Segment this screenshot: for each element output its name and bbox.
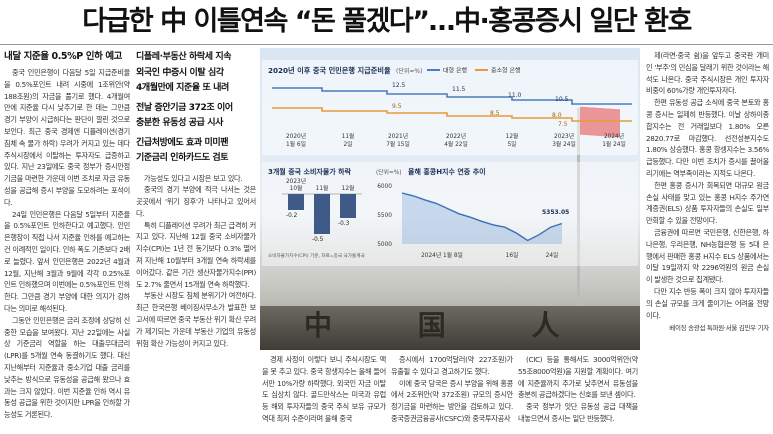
- graph2-svg: 3개월 중국 소비자물가 하락 (단위=%) 2023년 10월 11월 12월…: [268, 167, 569, 259]
- y-tick: 5000: [377, 242, 392, 248]
- column-1: 내달 지준율 0.5%P 인하 예고 중국 인민은행이 다음달 5일 지급준비율…: [4, 50, 130, 434]
- x-label: 24일: [546, 251, 559, 259]
- graph2-unit: (단위=%): [376, 168, 402, 176]
- paragraph: 중국 인민은행이 다음달 5일 지급준비율을 0.5%포인트 내려 시중에 1조…: [4, 68, 130, 207]
- value-label: 11.5: [452, 86, 466, 93]
- cpi-bar: [314, 194, 330, 234]
- graph1-title: 2020년 이후 중국 인민은행 지급준비율: [268, 66, 391, 75]
- series-large-banks: [272, 87, 632, 105]
- value-label: 8.0: [552, 112, 562, 119]
- building-facade: [260, 306, 640, 350]
- deck: 디플레·부동산 하락세 지속 외국인 中증시 이탈 심각 4개월만에 지준율 또…: [136, 50, 256, 167]
- deck-line: 충분한 유동성 공급 시사: [136, 118, 224, 128]
- headline-rule: [0, 44, 773, 45]
- value-label: 7.5: [558, 121, 568, 128]
- paragraph: (CIC) 등을 통해서도 3000억위안(약 55조8000억원)을 지원할 …: [518, 355, 638, 400]
- value-label: 10.5: [555, 96, 569, 103]
- date-label-year: 2021년: [388, 132, 408, 140]
- date-label-year: 2024년: [604, 132, 624, 140]
- date-label-year: 2022년: [446, 132, 466, 140]
- date-label: 5일: [507, 140, 516, 148]
- paragraph: 경제 사정이 이렇다 보니 주식시장도 맥을 못 추고 있다. 중국 항생지수는…: [262, 355, 386, 423]
- paragraph: 제(라면·중국 쉼)을 앞두고 중국판 개미인 '부추'의 민심을 달래기 위한…: [646, 51, 769, 96]
- column-5: (CIC) 등을 통해서도 3000억위안(약 55조8000억원)을 지원할 …: [518, 354, 638, 434]
- paragraph: 금융권에 따르면 국민은행, 신한은행, 하나은행, 우리은행, NH농협은행 …: [646, 227, 769, 285]
- column-4: 증시에서 1700억달러(약 227조원)가 유출될 수 있다고 경고하기도 했…: [391, 354, 513, 434]
- date-label-year: 11월: [342, 132, 355, 140]
- graph-cpi-and-hscei: 3개월 중국 소비자물가 하락 (단위=%) 2023년 10월 11월 12월…: [262, 162, 638, 266]
- paragraph: 가능성도 있다고 시장은 보고 있다.: [144, 173, 243, 183]
- paragraph: 증시에서 1700억달러(약 227조원)가 유출될 수 있다고 경고하기도 했…: [391, 355, 513, 376]
- y-tick: 6000: [377, 184, 392, 190]
- graph2-source: 소비자물가지수(CPI) 기준, 자료=중국 국가통계국: [268, 252, 365, 259]
- paragraph: 24일 인민은행은 다음달 5일부터 지준율을 0.5%포인트 인하한다고 예고…: [4, 209, 130, 313]
- cpi-bar-label: -0.2: [286, 213, 298, 219]
- paragraph: 한편 홍콩 증시가 회복되면 대규모 원금 손실 사태를 맞고 있는 홍콩 H지…: [646, 180, 769, 226]
- headline: 다급한 中 이틀연속 “돈 풀겠다”…中·홍콩증시 일단 환호: [82, 6, 692, 37]
- graph-reserve-ratio: 2020년 이후 중국 인민은행 지급준비율 (단위=%) 대형 은행 중소형 …: [262, 60, 638, 155]
- deck-line: 긴급처방에도 효과 미미팬: [136, 137, 229, 148]
- graph2-title: 3개월 중국 소비자물가 하락: [268, 167, 352, 176]
- paragraph: 중국의 경기 부양에 적극 나서는 것은 곳곳에서 '위기 징후'가 나타나고 …: [136, 185, 256, 218]
- deck-line: 기준금리 인하카드도 검토: [136, 153, 229, 163]
- deck-line: 디플레·부동산 하락세 지속: [136, 52, 232, 62]
- cpi-category: 2023년: [286, 177, 306, 185]
- x-label: 16일: [506, 251, 519, 259]
- cpi-bar: [288, 194, 304, 210]
- paragraph: 특히 디플레이션 우려가 최근 급격히 커지고 있다. 지난해 12월 중국 소…: [136, 220, 256, 289]
- legend-large: 대형 은행: [443, 67, 467, 75]
- value-label: 9.5: [392, 103, 402, 110]
- paragraph: 다만 지수 반등 폭이 크지 않아 투자자들의 손실 규모를 크게 줄이기는 어…: [646, 286, 769, 320]
- paragraph: 부동산 시장도 침체 분위기가 여전하다. 최근 한국은행 베이징사무소가 발표…: [136, 291, 256, 348]
- x-axis-dates: 2020년 1월 6일 11월 2일 2021년 7월 15일 2022년 4월…: [286, 132, 626, 148]
- value-label: 12.5: [392, 82, 406, 89]
- date-label-year: 2020년: [286, 132, 306, 140]
- date-label: 1월 24일: [602, 140, 626, 148]
- hscei-area: [402, 193, 562, 244]
- y-tick: 5500: [377, 213, 392, 219]
- paragraph: 한편 유동성 공급 소식에 중국 본토와 홍콩 증시는 일제히 반등했다. 이날…: [646, 98, 769, 178]
- deck-line: 전날 증안기금 372조 이어: [136, 102, 233, 113]
- column-2: 디플레·부동산 하락세 지속 외국인 中증시 이탈 심각 4개월만에 지준율 또…: [136, 50, 256, 434]
- cpi-bar: [340, 194, 356, 218]
- bank-sign: 中 国 人 民 银 行: [304, 309, 640, 342]
- value-label: 11.0: [508, 92, 522, 99]
- date-label-year: 2023년: [554, 132, 574, 140]
- hscei-line: [401, 192, 563, 242]
- paragraph: 중국 정부가 잇단 유동성 공급 대책을 내놓으면서 증시는 일단 반등했다.: [518, 402, 638, 423]
- deck-line: 4개월만에 지준율 또 내려: [136, 83, 229, 93]
- cpi-bars: -0.2 -0.5 -0.3: [286, 194, 356, 243]
- date-label: 4월 22일: [444, 140, 468, 148]
- cpi-bar-label: -0.3: [338, 221, 350, 227]
- value-label: 8.5: [490, 110, 500, 117]
- graph3-title: 올해 홍콩H지수 연중 추이: [408, 167, 486, 176]
- paragraph: 이에 중국 당국은 증시 부양을 위해 홍콩에서 2조위안(약 372조원) 규…: [391, 378, 513, 423]
- cpi-category: 11월: [316, 184, 329, 192]
- cpi-category: 10월: [290, 184, 303, 192]
- flagpole: [577, 108, 580, 318]
- legend-small: 중소형 은행: [491, 67, 521, 75]
- cpi-bar-label: -0.5: [312, 237, 324, 243]
- column-6: 제(라면·중국 쉼)을 앞두고 중국판 개미인 '부추'의 민심을 달래기 위한…: [646, 50, 769, 434]
- hscei-end-value: 5353.05: [542, 209, 569, 216]
- date-label-year: 12월: [506, 132, 519, 140]
- column-3: 경제 사정이 이렇다 보니 주식시장도 맥을 못 추고 있다. 중국 항생지수는…: [262, 354, 386, 434]
- deck-line: 외국인 中증시 이탈 심각: [136, 67, 224, 78]
- cpi-category: 12월: [342, 184, 355, 192]
- series-small-banks: [272, 107, 632, 122]
- paragraph: 그동안 인민은행은 금리 조정에 상당히 신중한 모습을 보여왔다. 지난 22…: [4, 315, 130, 420]
- graph-reserve-ratio-svg: 2020년 이후 중국 인민은행 지급준비율 (단위=%) 대형 은행 중소형 …: [268, 66, 632, 148]
- x-label: 2024년 1월 8일: [421, 251, 463, 259]
- byline: 베이징 송광섭 특파원·서울 김민우 기자: [669, 324, 769, 333]
- subhead: 내달 지준율 0.5%P 인하 예고: [4, 51, 123, 62]
- date-label: 7월 15일: [386, 140, 410, 148]
- date-label: 3월 24일: [552, 140, 576, 148]
- date-label: 1월 6일: [286, 140, 306, 148]
- date-label: 2일: [343, 140, 352, 148]
- graph1-unit: (단위=%): [396, 67, 422, 75]
